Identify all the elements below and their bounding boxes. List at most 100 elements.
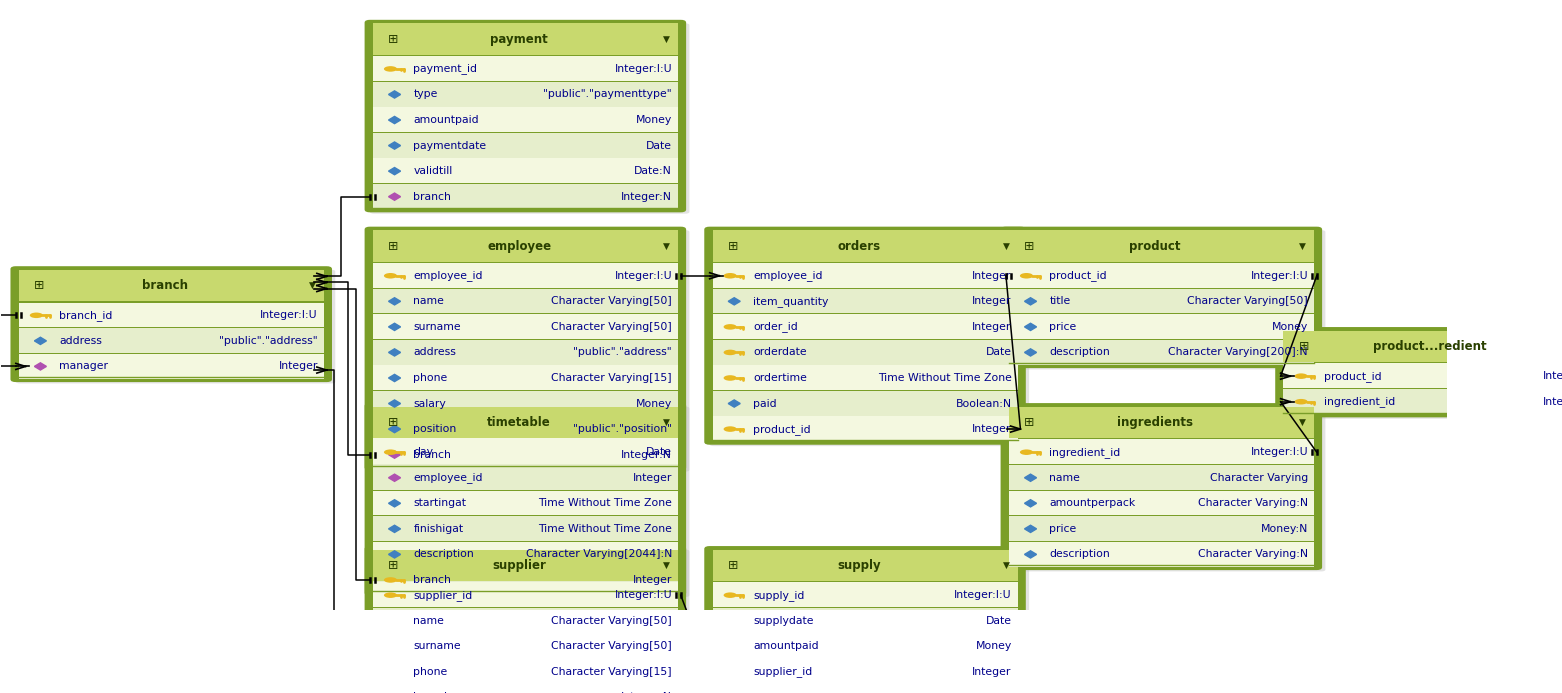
Polygon shape [389,525,400,532]
Bar [19,328,323,353]
FancyBboxPatch shape [1006,230,1326,369]
Text: title: title [1050,297,1070,306]
Text: Date: Date [986,347,1012,358]
Text: ⊞: ⊞ [1023,416,1034,429]
Bar [1009,230,1314,262]
Text: Time Without Time Zone: Time Without Time Zone [539,524,672,534]
Bar [712,416,1017,441]
Circle shape [384,577,397,583]
Circle shape [723,426,737,432]
Text: Character Varying:N: Character Varying:N [1198,550,1307,559]
Text: Integer: Integer [973,297,1012,306]
Text: price: price [1050,524,1076,534]
Text: employee: employee [487,240,551,253]
Text: ▼: ▼ [1003,242,1009,251]
Bar [373,685,678,693]
Polygon shape [389,451,400,458]
Polygon shape [389,142,400,149]
FancyBboxPatch shape [1281,331,1562,419]
Text: Date: Date [647,141,672,150]
Bar [1009,288,1314,313]
Text: name: name [414,297,444,306]
Text: "public"."address": "public"."address" [219,336,319,346]
Text: supply: supply [837,559,881,572]
FancyBboxPatch shape [1006,407,1326,572]
Text: payment: payment [490,33,548,46]
Text: address: address [59,336,102,346]
Bar [1284,363,1562,388]
Text: Character Varying[15]: Character Varying[15] [551,373,672,383]
Text: Integer: Integer [973,322,1012,332]
Text: Integer:I:U: Integer:I:U [614,590,672,600]
Text: product_id: product_id [1050,270,1107,281]
Text: Character Varying: Character Varying [1211,473,1307,483]
Polygon shape [389,91,400,98]
Text: ▼: ▼ [1300,418,1306,427]
Polygon shape [34,363,47,370]
FancyBboxPatch shape [366,547,686,693]
Circle shape [723,350,737,356]
Text: supplier_id: supplier_id [753,667,812,677]
Text: "public"."paymenttype": "public"."paymenttype" [544,89,672,100]
Bar [1009,516,1314,541]
Bar [712,633,1017,658]
Polygon shape [728,617,740,624]
Text: branch_id: branch_id [59,310,112,321]
Bar [712,659,1017,684]
Text: ⊞: ⊞ [728,240,737,253]
Bar [19,353,323,378]
Text: Character Varying:N: Character Varying:N [1198,498,1307,508]
FancyBboxPatch shape [366,404,686,595]
Text: Character Varying[50]: Character Varying[50] [1187,297,1307,306]
Text: orders: orders [837,240,881,253]
Text: Money:N: Money:N [1261,524,1307,534]
Bar [373,633,678,658]
Text: amountpaid: amountpaid [414,115,480,125]
Text: Integer:I:U: Integer:I:U [1251,447,1307,457]
Text: ▼: ▼ [662,561,670,570]
Bar [19,303,323,328]
Text: item_quantity: item_quantity [753,296,828,307]
Text: paid: paid [753,398,776,409]
Text: price: price [1050,322,1076,332]
Circle shape [384,273,397,279]
Bar [1009,439,1314,464]
Bar [373,184,678,209]
Polygon shape [389,500,400,507]
Bar [712,550,1017,581]
Circle shape [30,313,42,318]
Text: product...redient: product...redient [1373,340,1487,353]
Bar [373,659,678,684]
Text: validtill: validtill [414,166,453,176]
Text: type: type [414,89,437,100]
Text: Character Varying[2044]:N: Character Varying[2044]:N [526,550,672,559]
Text: product_id: product_id [753,423,811,435]
FancyBboxPatch shape [706,228,1025,444]
Text: paymentdate: paymentdate [414,141,486,150]
Text: amountperpack: amountperpack [1050,498,1136,508]
FancyBboxPatch shape [11,267,331,381]
Text: ▼: ▼ [662,418,670,427]
Text: day: day [414,447,433,457]
Text: Integer: Integer [1543,371,1562,381]
Text: timetable: timetable [487,416,551,429]
Text: ordertime: ordertime [753,373,808,383]
Bar [373,24,678,55]
Text: product: product [1129,240,1181,253]
Polygon shape [1025,474,1037,482]
Bar [712,582,1017,607]
Bar [373,550,678,581]
Text: salary: salary [414,398,447,409]
Polygon shape [728,298,740,305]
Text: description: description [1050,550,1111,559]
Bar [373,567,678,592]
Text: Money: Money [636,115,672,125]
Bar [1009,340,1314,365]
Bar [373,365,678,390]
Text: Integer: Integer [633,575,672,585]
FancyBboxPatch shape [706,547,1025,687]
Bar [373,465,678,490]
Circle shape [1295,399,1307,405]
Polygon shape [1025,525,1037,532]
Circle shape [384,593,397,598]
